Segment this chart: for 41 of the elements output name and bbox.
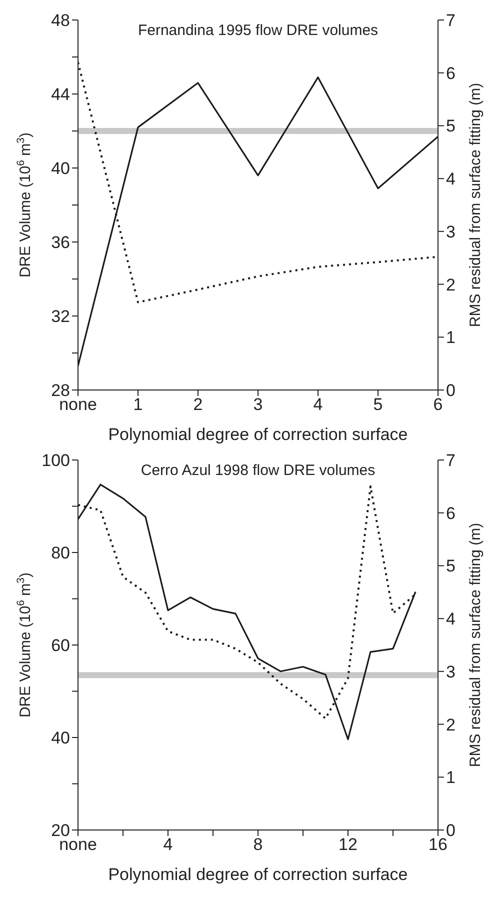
y2-tick-label: 1 xyxy=(446,328,456,348)
x-tick-label: 2 xyxy=(193,395,203,414)
x-tick-label: 8 xyxy=(253,835,263,854)
y-tick-label: 40 xyxy=(51,159,70,178)
x-tick-label: 16 xyxy=(428,835,448,854)
y2-tick-label: 2 xyxy=(446,275,456,294)
x-tick-label: 5 xyxy=(373,395,383,414)
y-tick-label: 40 xyxy=(51,728,70,748)
y-tick-label: 100 xyxy=(42,451,70,470)
y2-axis-title: RMS residual from surface fitting (m) xyxy=(467,522,484,768)
y2-tick-label: 7 xyxy=(446,11,456,30)
chart-title: Fernandina 1995 flow DRE volumes xyxy=(136,22,380,39)
y-tick-label: 60 xyxy=(51,636,70,656)
y-tick-label: 36 xyxy=(51,233,70,252)
y2-tick-label: 7 xyxy=(446,451,456,470)
y-tick-label: 48 xyxy=(51,11,70,30)
x-axis-title: Polynomial degree of correction surface xyxy=(108,425,408,444)
y2-tick-label: 5 xyxy=(446,556,456,576)
y-tick-label: 32 xyxy=(51,307,70,326)
x-tick-label: 4 xyxy=(313,395,323,414)
y2-tick-label: 4 xyxy=(446,610,456,629)
y2-tick-label: 1 xyxy=(446,768,456,788)
y2-tick-label: 2 xyxy=(446,715,456,734)
y2-tick-label: 0 xyxy=(446,381,456,400)
y2-tick-label: 6 xyxy=(446,504,456,523)
x-tick-label: 12 xyxy=(338,835,358,854)
x-tick-label: 4 xyxy=(163,835,173,854)
x-tick-label: 1 xyxy=(133,395,143,414)
y2-axis-title: RMS residual from surface fitting (m) xyxy=(467,82,484,328)
y2-tick-label: 0 xyxy=(446,821,456,840)
y2-tick-label: 3 xyxy=(446,222,456,242)
y2-tick-label: 6 xyxy=(446,64,456,83)
x-tick-label: 3 xyxy=(253,395,263,414)
y-tick-label: 44 xyxy=(51,85,70,104)
chart-title: Cerro Azul 1998 flow DRE volumes xyxy=(140,462,376,479)
y2-tick-label: 5 xyxy=(446,116,456,136)
x-axis-title: Polynomial degree of correction surface xyxy=(108,865,408,884)
y2-tick-label: 3 xyxy=(446,662,456,682)
y-tick-label: 80 xyxy=(51,544,70,563)
x-tick-label: 6 xyxy=(433,395,443,414)
y2-tick-label: 4 xyxy=(446,170,456,189)
